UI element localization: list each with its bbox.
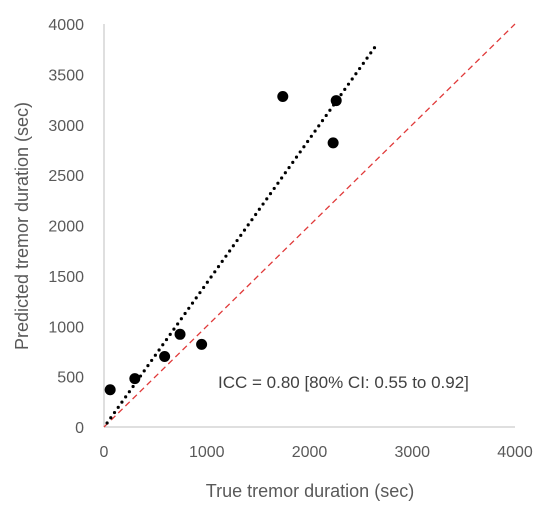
x-axis-title: True tremor duration (sec) <box>206 481 414 501</box>
data-point-6 <box>277 91 289 103</box>
x-tick-label: 1000 <box>189 444 225 461</box>
x-tick-label: 2000 <box>292 444 328 461</box>
data-point-8 <box>330 95 342 107</box>
y-tick-label: 2500 <box>48 168 84 185</box>
data-point-3 <box>159 350 171 362</box>
plot-area <box>103 23 516 428</box>
x-tick-label: 4000 <box>497 444 533 461</box>
trendline <box>105 43 378 425</box>
y-tick-label: 500 <box>57 370 84 387</box>
y-axis-ticks: 0 500 1000 1500 2000 2500 3000 3500 4000 <box>48 17 84 437</box>
data-point-7 <box>327 137 339 149</box>
y-axis-title: Predicted tremor duration (sec) <box>12 102 32 350</box>
data-point-4 <box>174 328 186 340</box>
x-tick-label: 0 <box>100 444 109 461</box>
x-tick-label: 3000 <box>394 444 430 461</box>
y-tick-label: 1000 <box>48 319 84 336</box>
data-point-2 <box>129 373 141 385</box>
y-tick-label: 3000 <box>48 118 84 135</box>
y-tick-label: 0 <box>75 420 84 437</box>
y-tick-label: 1500 <box>48 269 84 286</box>
data-point-1 <box>104 384 116 396</box>
icc-annotation: ICC = 0.80 [80% CI: 0.55 to 0.92] <box>218 373 469 392</box>
data-point-5 <box>196 338 208 350</box>
y-tick-label: 4000 <box>48 17 84 34</box>
y-tick-label: 2000 <box>48 219 84 236</box>
x-axis-ticks: 0 1000 2000 3000 4000 <box>100 444 533 461</box>
identity-line <box>103 23 516 428</box>
y-tick-label: 3500 <box>48 67 84 84</box>
